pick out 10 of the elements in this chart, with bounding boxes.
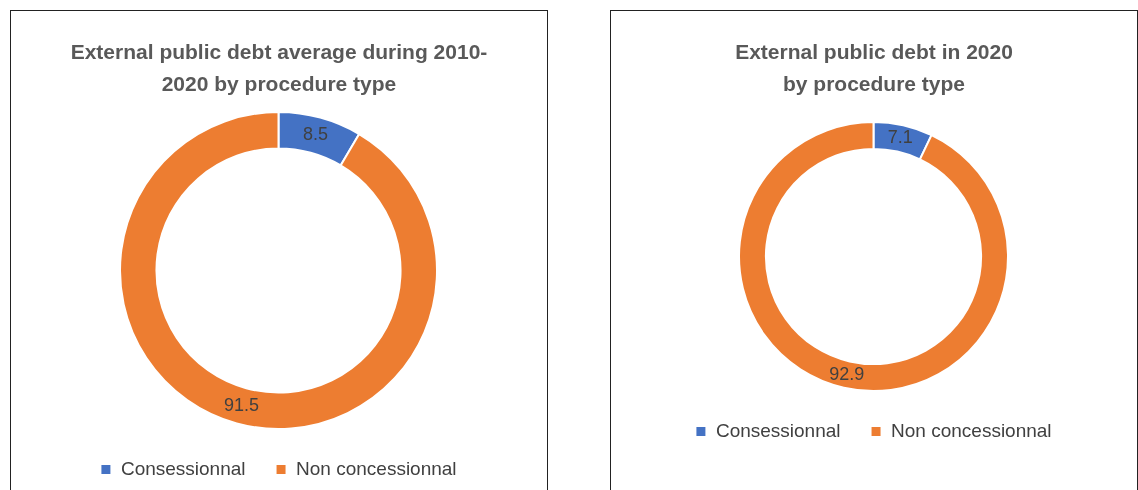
legend-label: Consessionnal [120, 457, 246, 479]
legend-label: Non concessionnal [296, 457, 457, 479]
chart-title: External public debt average during 2010-2020 by procedure type [69, 39, 489, 97]
data-label: 91.5 [223, 394, 260, 415]
legend-label: Consessionnal [715, 419, 841, 441]
data-label: 92.9 [829, 363, 865, 384]
data-label: 7.1 [887, 127, 913, 148]
chart-title: External public debt in 2020 by procedure type [734, 39, 1014, 97]
legend-label: Non concessionnal [891, 419, 1052, 441]
data-label: 8.5 [303, 124, 329, 145]
